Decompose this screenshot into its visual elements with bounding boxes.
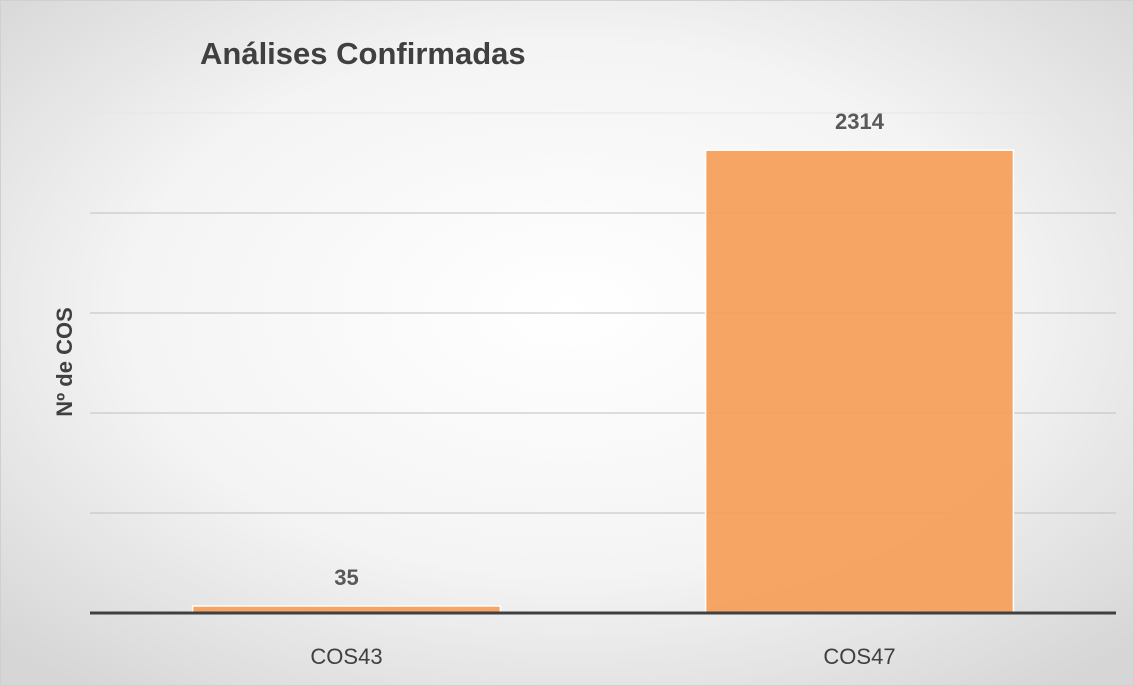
x-tick-label: COS47 bbox=[823, 644, 895, 669]
x-tick-label: COS43 bbox=[310, 644, 382, 669]
bar bbox=[704, 149, 1015, 614]
chart-title: Análises Confirmadas bbox=[200, 36, 526, 71]
data-label: 35 bbox=[334, 565, 358, 590]
y-axis-label: Nº de COS bbox=[52, 307, 77, 417]
data-label: 2314 bbox=[835, 109, 885, 134]
